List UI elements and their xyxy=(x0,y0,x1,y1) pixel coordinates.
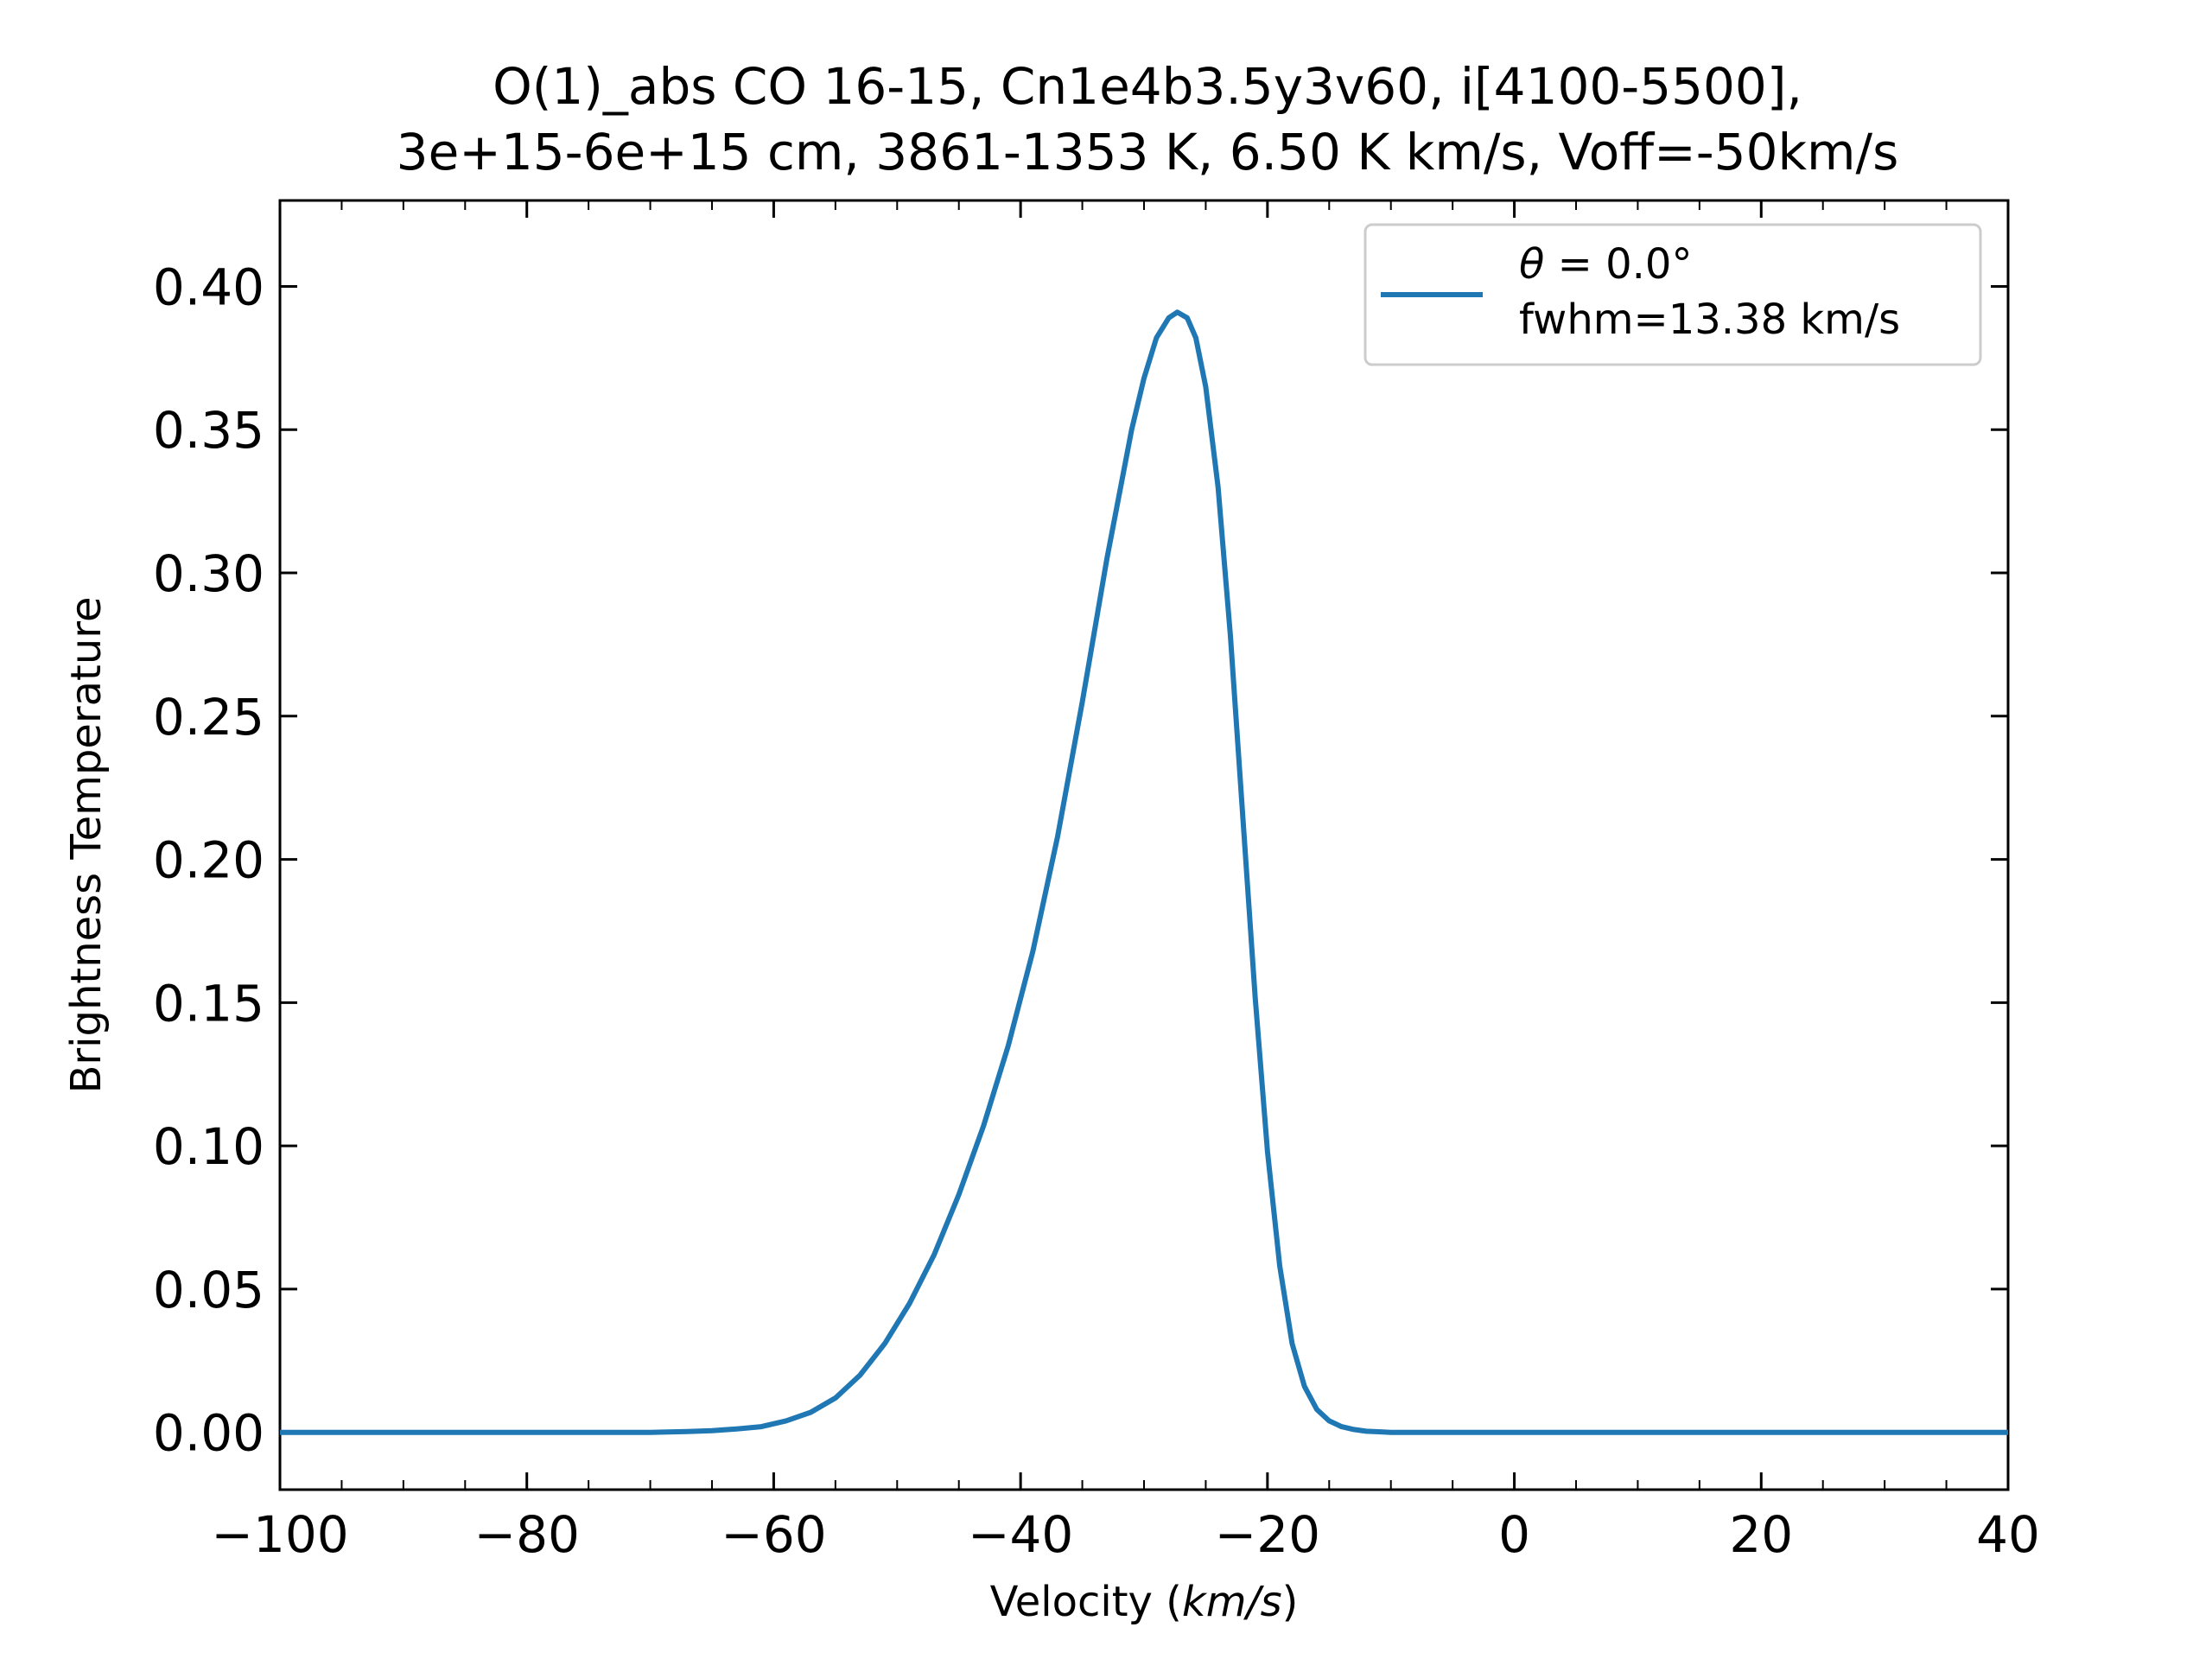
y-tick-label: 0.40 xyxy=(153,257,264,316)
y-tick-label: 0.05 xyxy=(153,1261,264,1319)
chart-title-line-2: 3e+15-6e+15 cm, 3861-1353 K, 6.50 K km/s… xyxy=(397,123,1899,181)
x-axis-label: Velocity (km/s) xyxy=(990,1578,1299,1626)
legend-entry-fwhm: fwhm=13.38 km/s xyxy=(1519,296,1900,344)
legend-theta-value: = 0.0° xyxy=(1544,240,1692,289)
x-tick-label: 40 xyxy=(1976,1505,2040,1564)
series-layer xyxy=(280,309,2008,1435)
legend-theta-symbol: θ xyxy=(1519,240,1544,289)
chart-title-line-1: O(1)_abs CO 16-15, Cn1e4b3.5y3v60, i[410… xyxy=(493,57,1802,116)
x-tick-label: 0 xyxy=(1498,1505,1530,1564)
plot-area-frame xyxy=(278,199,2010,1491)
x-tick-label: −80 xyxy=(474,1505,580,1564)
x-axis-ticks: −100 −80 −60 −40 −20 0 20 40 xyxy=(211,200,2040,1564)
legend-box xyxy=(1363,223,1982,366)
y-axis-label: Brightness Temperature xyxy=(62,597,111,1094)
series-line xyxy=(280,309,2008,1435)
x-tick-label: −20 xyxy=(1215,1505,1320,1564)
x-axis-label-unit: km/s xyxy=(1182,1578,1282,1626)
y-axis-ticks: 0.00 0.05 0.10 0.15 0.20 0.25 0.30 0.35 0.40 xyxy=(153,257,2008,1463)
y-tick-label: 0.00 xyxy=(153,1404,264,1463)
y-tick-label: 0.35 xyxy=(153,401,264,460)
x-tick-label: −40 xyxy=(968,1505,1073,1564)
y-tick-label: 0.15 xyxy=(153,974,264,1033)
y-tick-label: 0.20 xyxy=(153,831,264,890)
x-axis-label-prefix: Velocity ( xyxy=(990,1578,1182,1626)
x-tick-label: 20 xyxy=(1729,1505,1793,1564)
x-tick-label: −100 xyxy=(211,1505,348,1564)
legend-entry-theta: θ = 0.0° xyxy=(1519,240,1692,289)
y-tick-label: 0.25 xyxy=(153,688,264,747)
y-tick-label: 0.10 xyxy=(153,1117,264,1176)
y-tick-label: 0.30 xyxy=(153,544,264,603)
x-axis-label-suffix: ) xyxy=(1282,1578,1299,1626)
x-tick-label: −60 xyxy=(721,1505,826,1564)
legend: θ = 0.0° fwhm=13.38 km/s xyxy=(1363,223,1982,366)
